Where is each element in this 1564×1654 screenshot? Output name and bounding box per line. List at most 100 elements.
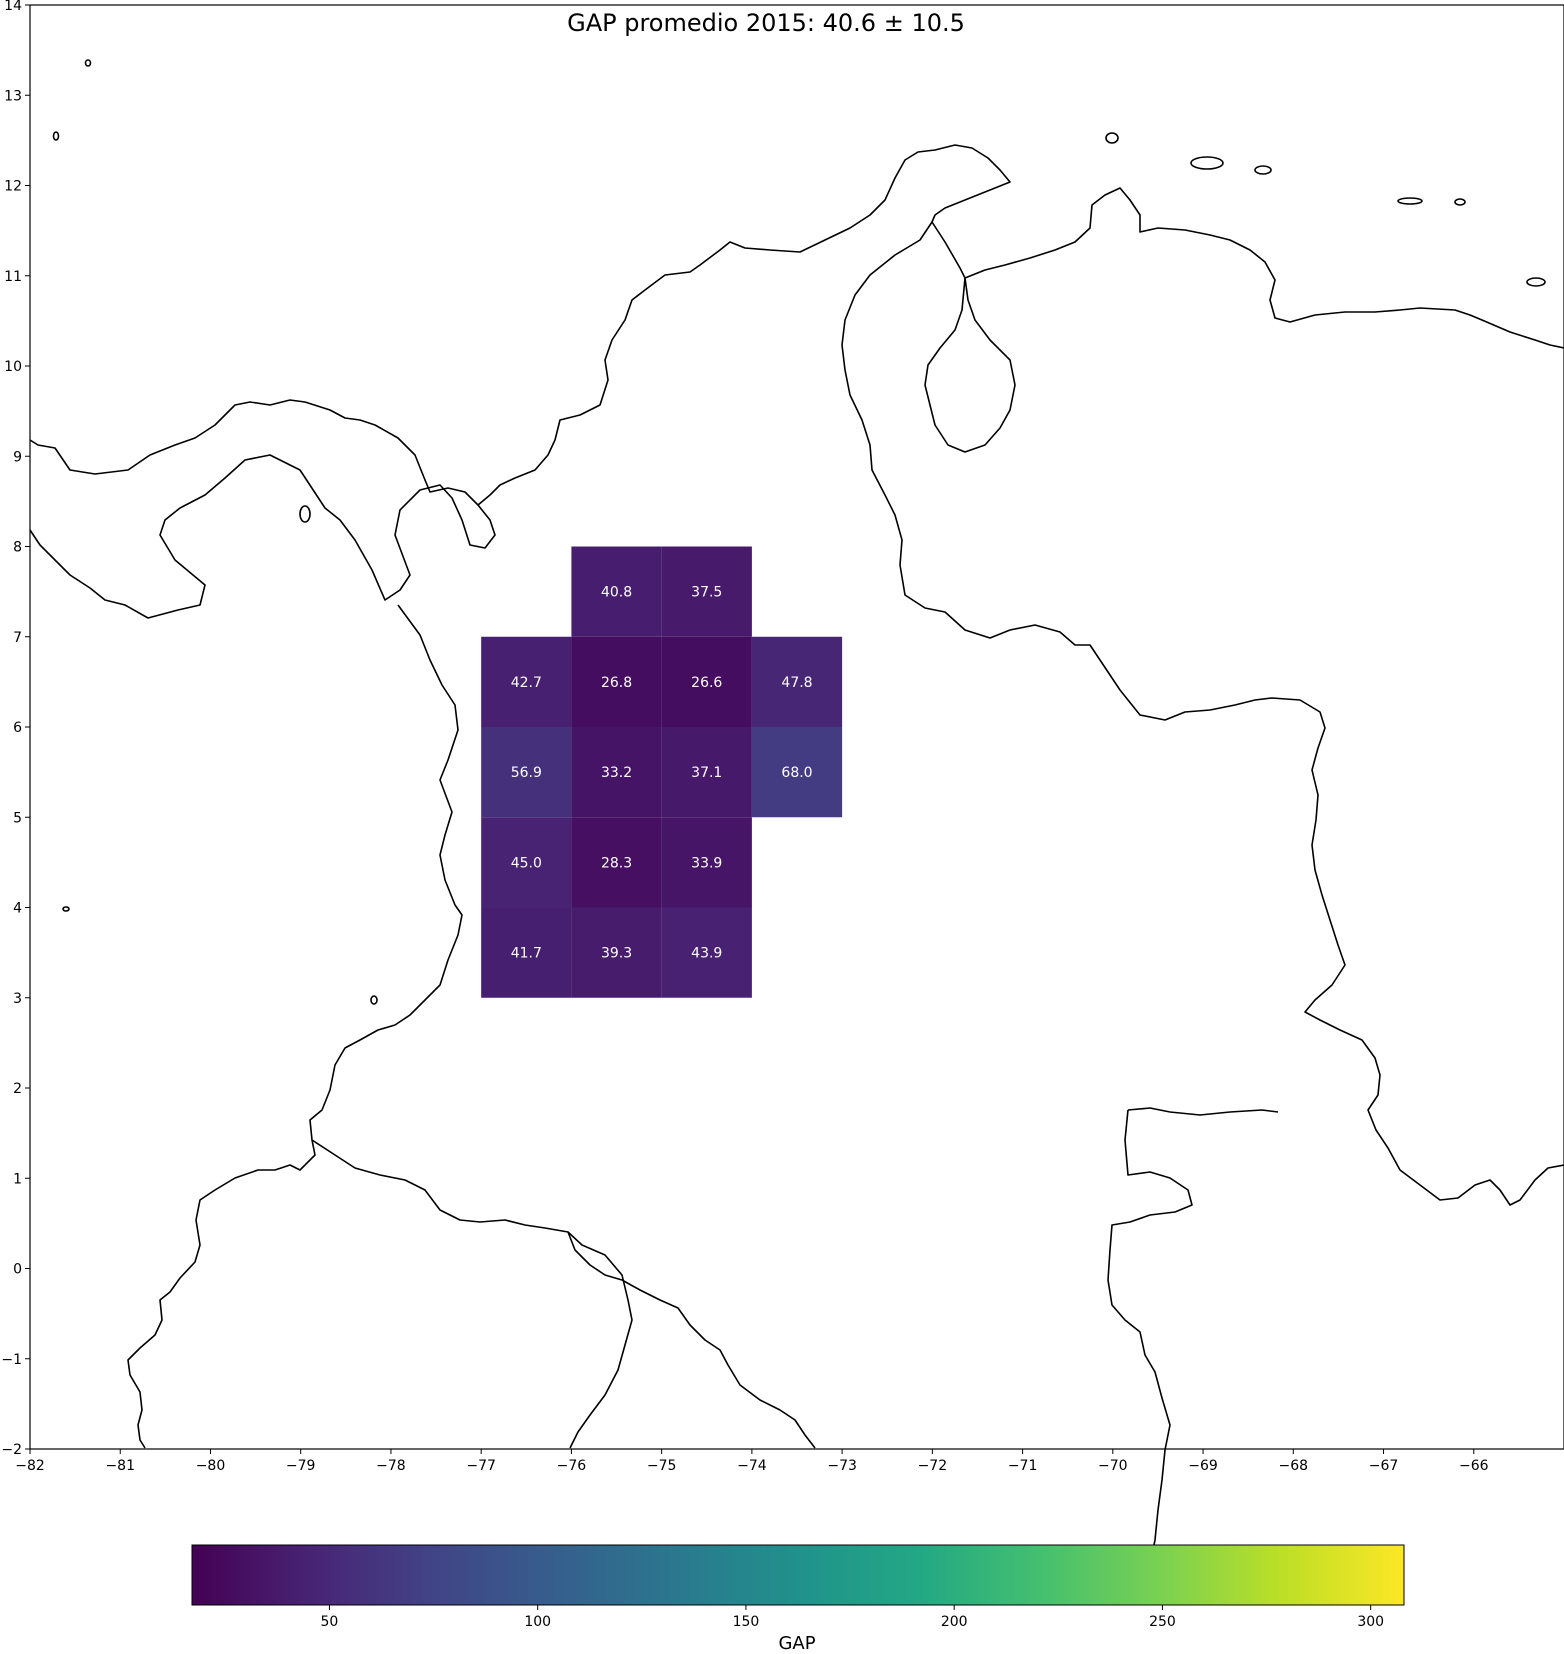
island-7 (1454, 198, 1466, 206)
coastline-panama (29, 399, 496, 619)
gap-cell-value: 68.0 (781, 765, 812, 781)
island-3 (1105, 132, 1119, 144)
coastline-pacific (127, 604, 463, 1449)
island-6 (1397, 197, 1423, 205)
border-colombia-venezuela (841, 221, 1401, 1171)
island-8 (1526, 277, 1546, 287)
x-tick-label: −67 (1369, 1458, 1399, 1474)
y-tick-label: 12 (4, 179, 22, 195)
map-area: 40.8 37.5 42.7 26.8 26.6 47.8 56.9 33.2 37.1 68.0… (29, 4, 1564, 1593)
x-tick-label: −76 (557, 1458, 587, 1474)
x-tick-label: −70 (1098, 1458, 1128, 1474)
x-tick-label: −78 (376, 1458, 406, 1474)
y-tick-label: 4 (13, 901, 22, 917)
gap-cell (661, 727, 752, 818)
colorbar-label: GAP (778, 1633, 815, 1654)
island-1 (84, 59, 92, 67)
y-tick-label: 5 (13, 810, 22, 826)
y-tick-label: 3 (13, 991, 22, 1007)
gap-cell-value: 40.8 (601, 585, 632, 601)
y-tick-label: 8 (13, 540, 22, 556)
island-10 (62, 906, 70, 912)
gap-cell-value: 33.9 (691, 855, 722, 871)
border-south (1399, 1164, 1564, 1206)
colorbar-tick-label: 250 (1149, 1614, 1176, 1630)
island-4 (1190, 156, 1224, 170)
gap-cell-value: 37.5 (691, 585, 722, 601)
y-tick-label: 11 (4, 269, 22, 285)
y-tick-label: 14 (4, 0, 22, 14)
y-tick-label: 9 (13, 449, 22, 465)
y-tick-label: 0 (13, 1262, 22, 1278)
gap-cell-value: 39.3 (601, 946, 632, 962)
colorbar-tick-label: 150 (733, 1614, 760, 1630)
gap-cell-value: 47.8 (781, 675, 812, 691)
colorbar: 50 100 150 200 250 300 GAP (191, 1544, 1405, 1654)
x-tick-label: −82 (15, 1458, 45, 1474)
island-9 (299, 505, 311, 523)
gap-cell (661, 546, 752, 637)
gap-cell (481, 636, 572, 727)
coastline-caribbean (477, 144, 1564, 506)
border-colombia-ecuador (311, 1139, 816, 1449)
colorbar-ticks: 50 100 150 200 250 300 (321, 1605, 1384, 1630)
x-tick-label: −72 (918, 1458, 948, 1474)
gap-cell (571, 817, 662, 908)
colorbar-tick-label: 200 (941, 1614, 968, 1630)
gap-cells (481, 546, 843, 998)
x-tick-label: −79 (286, 1458, 316, 1474)
gap-cell-value: 42.7 (511, 675, 542, 691)
y-tick-label: 1 (13, 1171, 22, 1187)
island-11 (370, 995, 378, 1005)
gap-cell-value: 26.6 (691, 675, 722, 691)
gap-cell-value: 45.0 (511, 855, 542, 871)
y-tick-label: 2 (13, 1081, 22, 1097)
x-tick-label: −66 (1459, 1458, 1489, 1474)
gap-cell (571, 546, 662, 637)
x-tick-label: −71 (1008, 1458, 1038, 1474)
gap-cell (661, 907, 752, 998)
x-tick-label: −73 (827, 1458, 857, 1474)
border-colombia-brazil (1127, 1107, 1279, 1116)
colorbar-tick-label: 300 (1357, 1614, 1384, 1630)
chart-title: GAP promedio 2015: 40.6 ± 10.5 (567, 9, 965, 37)
y-tick-label: 10 (4, 359, 22, 375)
x-tick-label: −81 (105, 1458, 135, 1474)
gap-cell (661, 817, 752, 908)
gap-cell-labels: 40.8 37.5 42.7 26.8 26.6 47.8 56.9 33.2 37.1 68.0… (511, 585, 813, 962)
colorbar-tick-label: 50 (321, 1614, 339, 1630)
x-axis-ticks: −82 −81 −80 −79 −78 −77 −76 −75 −74 −73 −72 −71 −70 −… (15, 1449, 1489, 1474)
x-tick-label: −80 (196, 1458, 226, 1474)
coastlines (29, 59, 1564, 1593)
colorbar-gradient (191, 1544, 1405, 1606)
gap-cell-value: 26.8 (601, 675, 632, 691)
gap-cell (661, 636, 752, 727)
gap-cell-value: 41.7 (511, 946, 542, 962)
y-tick-label: −2 (1, 1442, 22, 1458)
gap-cell (571, 907, 662, 998)
y-tick-label: −1 (1, 1352, 22, 1368)
y-tick-label: 13 (4, 88, 22, 104)
gap-cell-value: 37.1 (691, 765, 722, 781)
border-brazil (1107, 1109, 1193, 1593)
island-5 (1254, 165, 1272, 175)
gap-cell-value: 43.9 (691, 946, 722, 962)
island-2 (52, 131, 60, 141)
x-tick-label: −77 (466, 1458, 496, 1474)
gap-cell (481, 817, 572, 908)
y-tick-label: 7 (13, 630, 22, 646)
gap-cell-value: 28.3 (601, 855, 632, 871)
colorbar-tick-label: 100 (524, 1614, 551, 1630)
gap-cell (751, 727, 843, 818)
border-peru (567, 1231, 633, 1449)
gap-cell (751, 636, 843, 727)
x-tick-label: −68 (1279, 1458, 1309, 1474)
gap-cell (571, 727, 662, 818)
x-tick-label: −75 (647, 1458, 677, 1474)
gap-cell (481, 727, 572, 818)
gap-cell-value: 56.9 (511, 765, 542, 781)
coastline-maracaibo (924, 277, 1016, 453)
gap-cell-value: 33.2 (601, 765, 632, 781)
